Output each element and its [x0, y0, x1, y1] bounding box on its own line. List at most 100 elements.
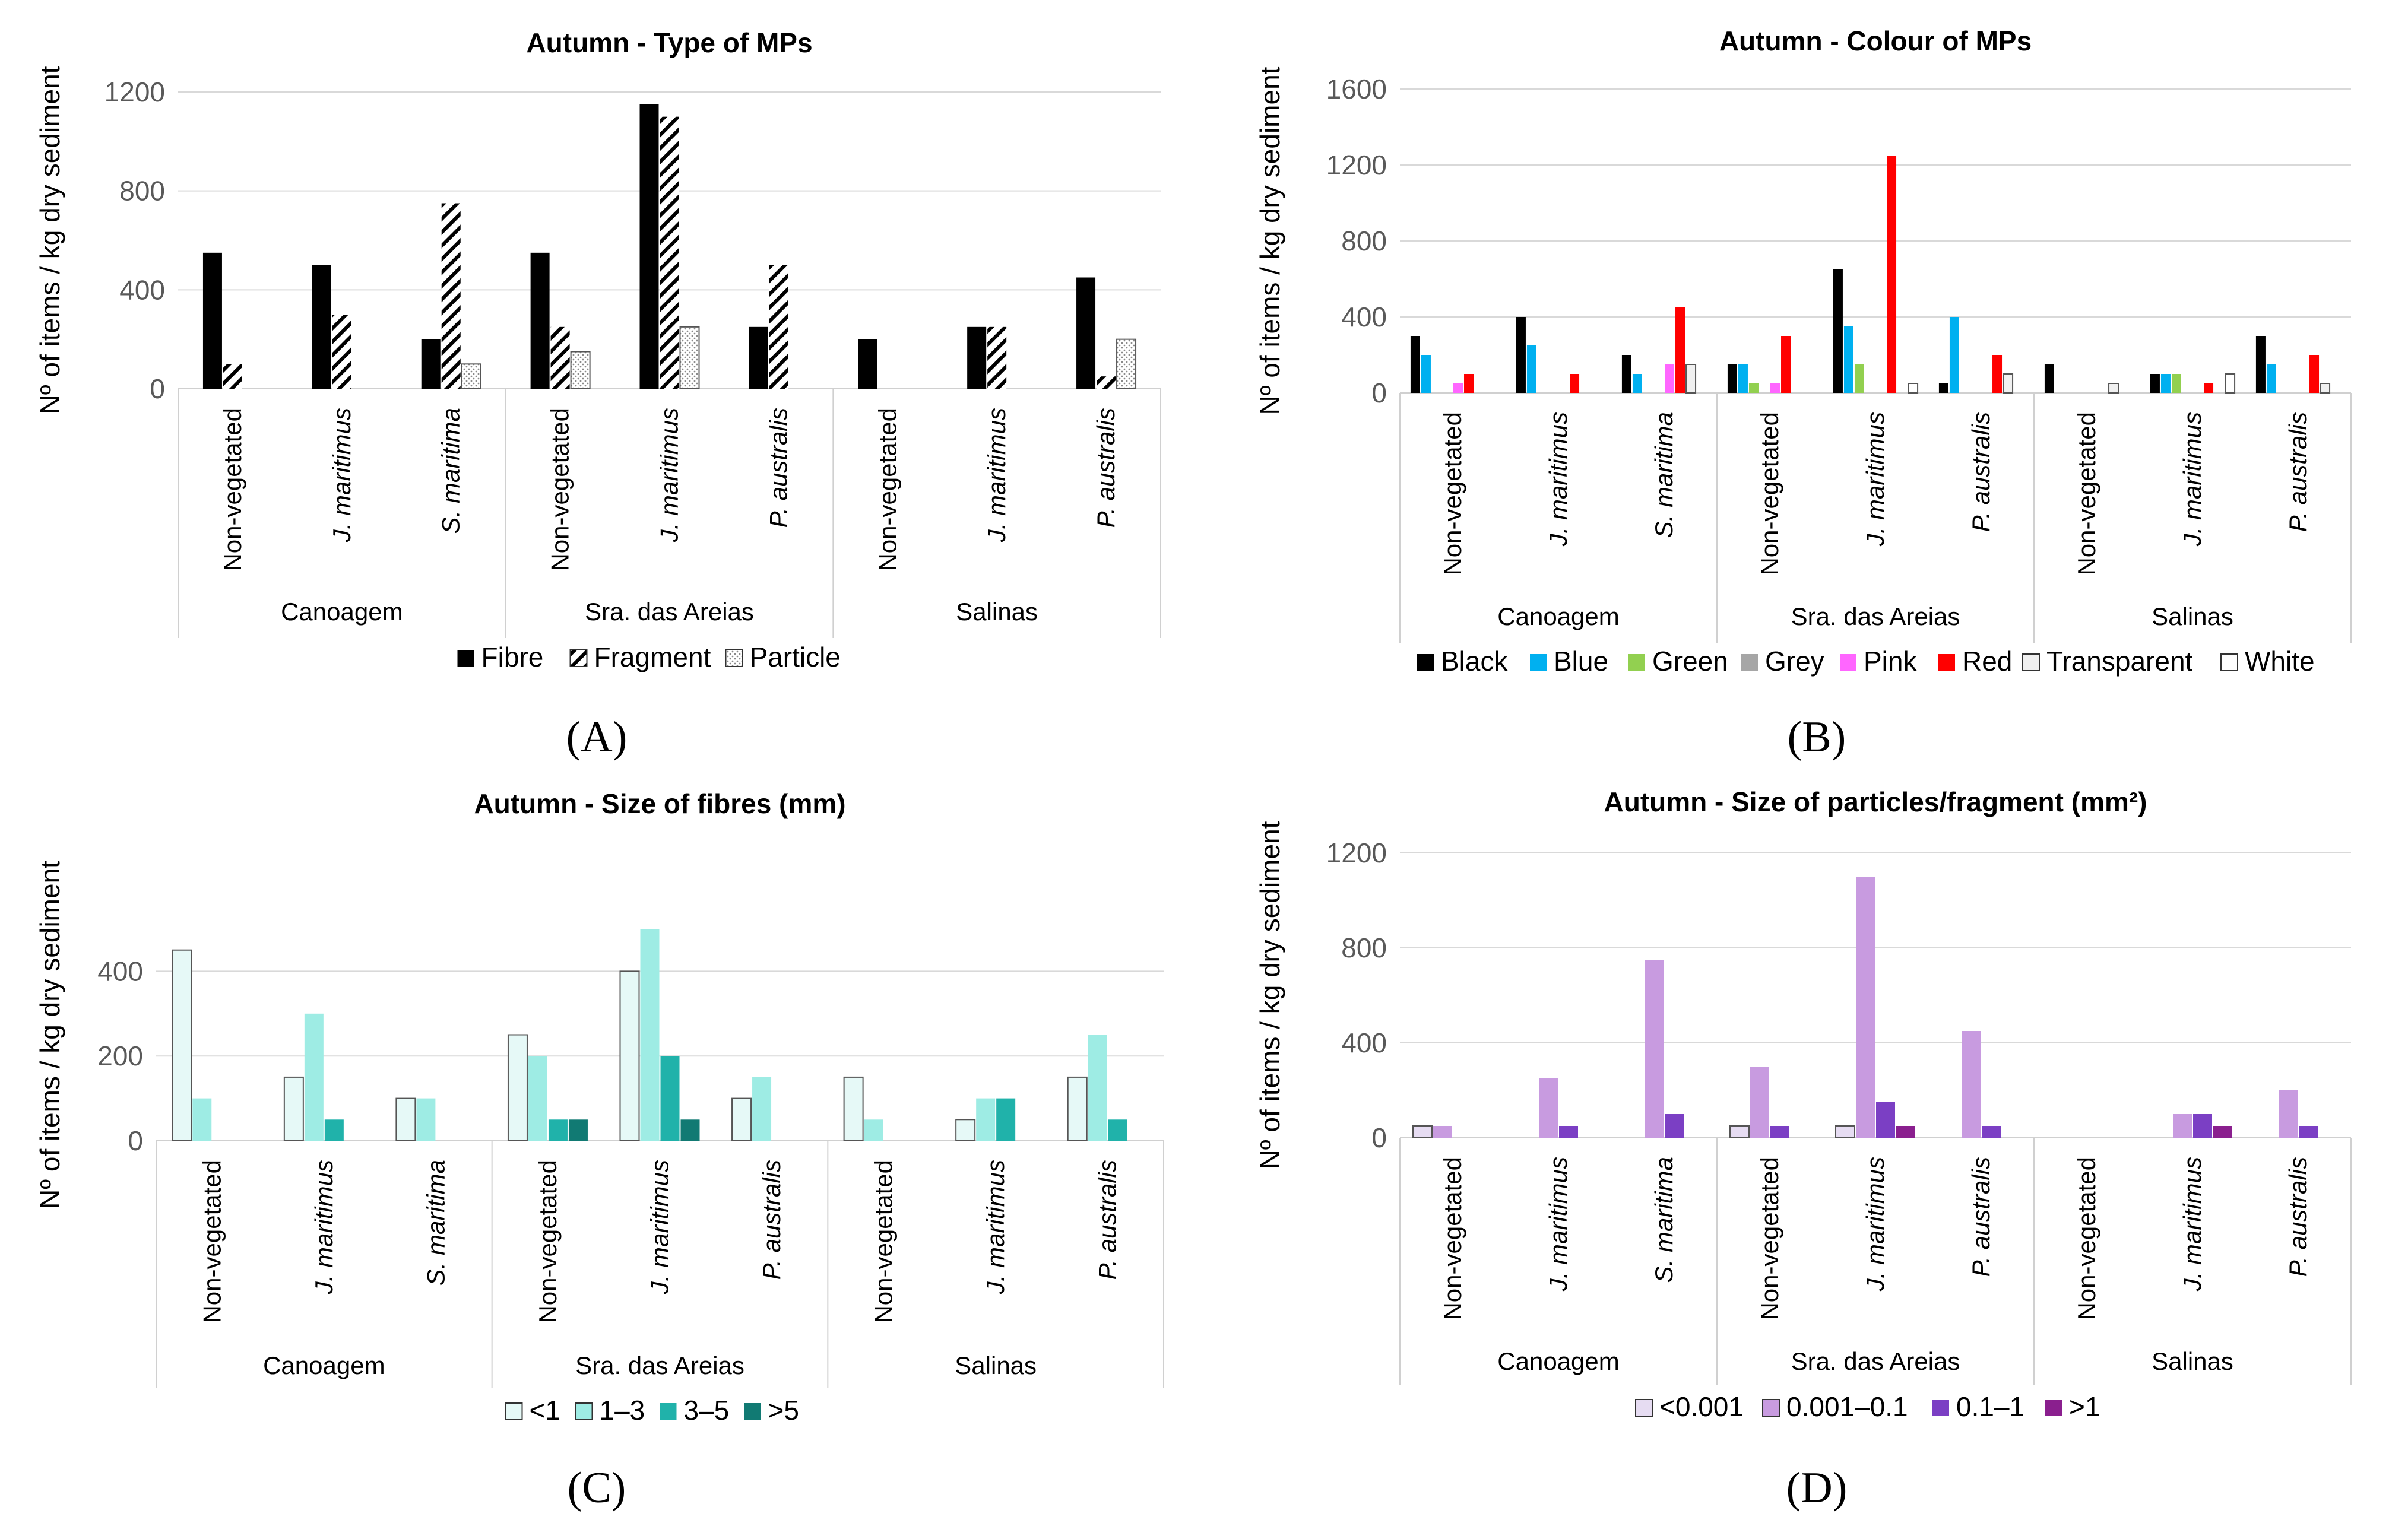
bar-Transparent — [1685, 364, 1697, 394]
bar-White — [1908, 383, 1919, 394]
bar-<1 — [843, 1076, 864, 1142]
x-group-label: Canoagem — [1497, 602, 1619, 630]
legend-swatch — [575, 1402, 593, 1420]
bar-Black — [1938, 383, 1948, 393]
bar-1–3 — [192, 1098, 212, 1141]
legend-swatch — [1635, 1399, 1653, 1417]
legend-swatch — [457, 650, 474, 667]
bar-Transparent — [2320, 383, 2331, 394]
bar->1 — [2213, 1126, 2232, 1138]
y-axis-label: Nº of items / kg dry sediment — [1254, 66, 1285, 415]
y-tick-label: 1200 — [104, 77, 165, 107]
x-group-label: Salinas — [955, 1351, 1037, 1379]
bar-Fragment — [332, 315, 351, 389]
bar-Fragment — [1097, 376, 1116, 389]
bar-White — [2225, 373, 2236, 394]
bar-Fragment — [223, 364, 242, 389]
bar->5 — [680, 1119, 700, 1141]
y-tick-label: 1200 — [1326, 837, 1387, 868]
x-category-label: J. maritimus — [646, 1160, 674, 1294]
bar-1–3 — [304, 1013, 324, 1141]
bar-1–3 — [864, 1119, 883, 1141]
x-group-label: Canoagem — [1497, 1347, 1619, 1375]
bar-3–5 — [996, 1098, 1016, 1141]
x-category-label: P. australis — [758, 1160, 785, 1280]
bar-<1 — [731, 1097, 752, 1141]
x-group-label: Sra. das Areias — [585, 598, 754, 626]
y-axis-label: Nº of items / kg dry sediment — [34, 66, 65, 414]
x-category-label: J. maritimus — [1861, 412, 1889, 547]
x-category-label: P. australis — [2284, 412, 2312, 532]
legend-swatch — [2220, 653, 2238, 671]
bar-Black — [2150, 374, 2160, 393]
panel-label-a: (A) — [566, 713, 628, 761]
x-group-label: Sra. das Areias — [1791, 1347, 1960, 1375]
bar-3–5 — [548, 1119, 568, 1141]
legend-swatch — [1762, 1399, 1780, 1417]
legend-label: Green — [1652, 646, 1728, 677]
x-category-label: P. australis — [764, 408, 792, 528]
bar-Fragment — [987, 326, 1007, 389]
bar-Blue — [1949, 317, 1959, 393]
bar-Red — [1570, 374, 1580, 393]
legend-swatch — [1741, 654, 1758, 671]
bar-<1 — [955, 1119, 976, 1142]
bar-<1 — [172, 949, 192, 1141]
bar-0.001–0.1 — [2279, 1090, 2298, 1138]
x-category-label: J. maritimus — [2178, 412, 2206, 547]
bar->5 — [568, 1119, 588, 1141]
chart-title: Autumn - Type of MPs — [526, 27, 812, 58]
bar-Particle — [570, 351, 591, 389]
bar-Transparent — [2108, 383, 2119, 394]
x-category-label: Non-vegetated — [218, 408, 246, 572]
x-category-label: J. maritimus — [981, 1160, 1009, 1294]
x-group-label: Salinas — [2152, 602, 2233, 630]
chart-title: Autumn - Colour of MPs — [1719, 26, 2032, 56]
bar-1–3 — [416, 1098, 436, 1141]
x-category-label: S. maritima — [1650, 1157, 1678, 1283]
bar-Black — [1833, 269, 1843, 393]
bar-0.1–1 — [1876, 1102, 1895, 1138]
bar-0.1–1 — [1982, 1126, 2001, 1138]
bar-<1 — [283, 1076, 304, 1142]
chart-panel-c: Autumn - Size of fibres (mm) 0 200 400 Nº of… — [34, 788, 1164, 1426]
x-category-label: J. maritimus — [655, 408, 683, 542]
x-group-label: Salinas — [2152, 1347, 2233, 1375]
x-group-label: Sra. das Areias — [1791, 602, 1960, 630]
bar-Pink — [1665, 364, 1675, 393]
bar-Green — [1854, 364, 1864, 393]
y-tick-label: 1600 — [1326, 74, 1387, 104]
x-category-label: Non-vegetated — [1756, 1157, 1783, 1321]
y-tick-label: 0 — [150, 373, 165, 404]
bar-3–5 — [324, 1119, 344, 1141]
bar-Blue — [2160, 374, 2171, 393]
bar-Red — [1781, 336, 1791, 393]
bar-<0.001 — [1412, 1125, 1433, 1138]
bar-0.1–1 — [1770, 1126, 1789, 1138]
legend-label: 1–3 — [600, 1395, 645, 1426]
legend-label: Red — [1962, 646, 2012, 677]
bar-Fragment — [550, 326, 570, 389]
y-tick-label: 0 — [1371, 377, 1387, 408]
panel-label-b: (B) — [1787, 713, 1846, 761]
y-tick-label: 0 — [128, 1125, 143, 1156]
bar-Black — [1410, 336, 1420, 393]
bar-1–3 — [640, 929, 660, 1141]
legend-swatch — [569, 649, 588, 667]
bar-Fibre — [530, 252, 550, 389]
chart-title: Autumn - Size of particles/fragment (mm²… — [1604, 786, 2147, 817]
bar-<0.001 — [1729, 1125, 1750, 1138]
x-category-label: P. australis — [2284, 1157, 2312, 1277]
bar-3–5 — [1108, 1119, 1127, 1141]
x-category-label: J. maritimus — [310, 1160, 338, 1294]
bar-Black — [1727, 364, 1737, 393]
x-category-label: Non-vegetated — [2073, 1157, 2100, 1321]
bar-Green — [1748, 383, 1759, 393]
bar-Green — [2171, 374, 2181, 393]
bar-Fibre — [1076, 277, 1096, 389]
legend-label: Black — [1441, 646, 1508, 677]
bar-Transparent — [2003, 373, 2014, 394]
x-category-label: J. maritimus — [1544, 1157, 1572, 1292]
legend-swatch — [1840, 654, 1856, 671]
bar-0.001–0.1 — [1856, 877, 1875, 1138]
